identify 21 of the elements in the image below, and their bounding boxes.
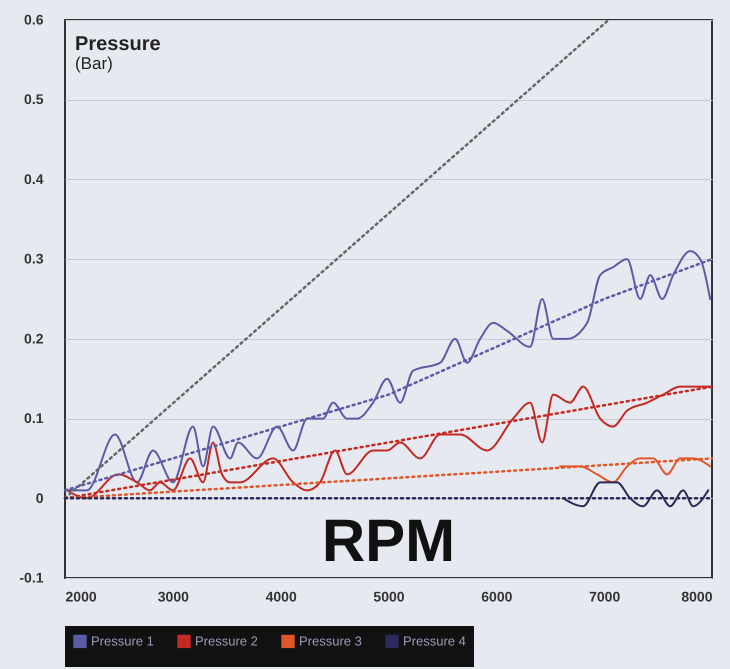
y-tick-label: 0.2	[24, 330, 44, 346]
y-tick-label: 0.1	[24, 410, 44, 426]
x-tick-label: 5000	[373, 588, 405, 604]
y-tick-label: 0.5	[24, 91, 44, 108]
y-tick-label: 0.6	[24, 12, 44, 28]
y-tick-label: 0.4	[24, 170, 44, 187]
legend-label: Pressure 2	[195, 633, 258, 648]
y-axis-title: Pressure (Bar)	[75, 33, 161, 73]
y-tick-label: 0.3	[24, 250, 44, 267]
x-tick-label: 8000	[681, 588, 713, 604]
x-tick-label: 2000	[66, 588, 97, 604]
x-tick-label: 4000	[266, 588, 297, 604]
x-tick-label: 6000	[481, 588, 513, 604]
legend-label: Pressure 3	[299, 633, 362, 648]
x-axis-title: RPM	[322, 507, 456, 574]
legend-label: Pressure 1	[91, 633, 154, 648]
x-tick-label: 7000	[589, 588, 620, 604]
y-tick-label: 0	[36, 490, 44, 506]
x-tick-label: 3000	[158, 588, 190, 604]
legend-label: Pressure 4	[403, 633, 466, 648]
y-tick-label: -0.1	[19, 570, 44, 586]
